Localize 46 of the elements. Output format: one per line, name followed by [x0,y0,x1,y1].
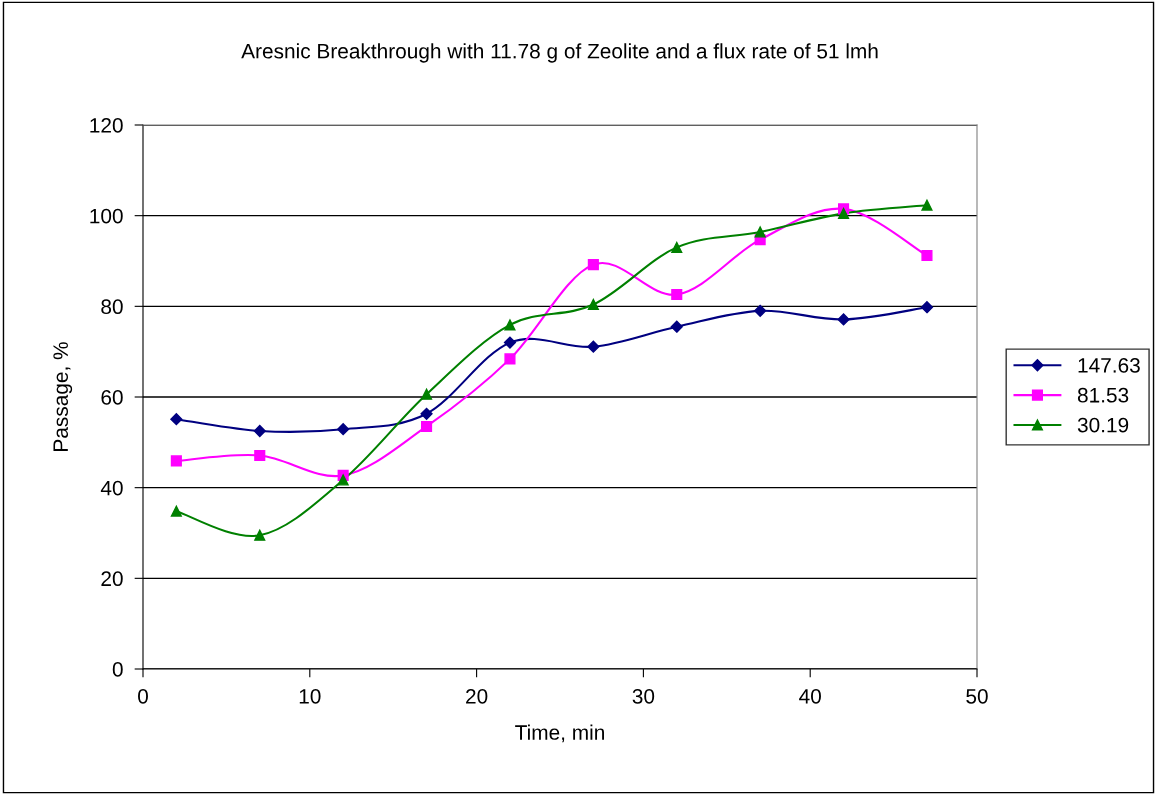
point [921,199,933,211]
y-tick-label: 20 [101,571,123,587]
point [504,353,516,365]
point [587,298,599,311]
point [671,241,683,253]
point [421,420,433,433]
point [170,505,182,517]
point [921,250,933,262]
point [754,304,767,317]
y-axis-title: Passage, % [53,342,73,451]
point [170,455,182,467]
y-tick-label: 0 [112,662,123,677]
x-tick-label: 20 [466,688,488,704]
point [337,474,349,486]
y-tick-label: 40 [100,480,123,496]
point [254,449,266,462]
point [837,313,850,326]
point [503,336,517,349]
x-tick-label: 30 [632,688,655,704]
legend-label: 30.19 [1077,417,1129,433]
x-tick-label: 50 [966,688,988,704]
point [587,340,600,353]
x-tick-label: 40 [799,688,821,704]
x-tick-label: 10 [299,688,321,704]
point [253,424,266,438]
point [838,207,850,219]
legend-label: 147.63 [1078,358,1140,373]
point [170,413,183,426]
point [337,423,350,436]
y-tick-label: 120 [90,118,123,133]
x-axis-title: Time, min [515,724,604,743]
y-tick-label: 80 [101,299,123,315]
point [587,259,599,271]
chart-title: Aresnic Breakthrough with 11.78 g of Zeolite and a flux rate of 51 lmh [241,43,878,63]
point [671,288,683,301]
point [754,226,766,238]
y-tick-label: 60 [101,390,123,405]
point [670,320,683,333]
legend-label: 81.53 [1077,387,1129,403]
x-tick-label: 0 [138,688,148,704]
point [504,319,516,331]
y-tick-label: 100 [90,208,123,224]
point [920,301,934,314]
point [254,529,266,541]
point [421,388,433,400]
point [420,407,433,420]
